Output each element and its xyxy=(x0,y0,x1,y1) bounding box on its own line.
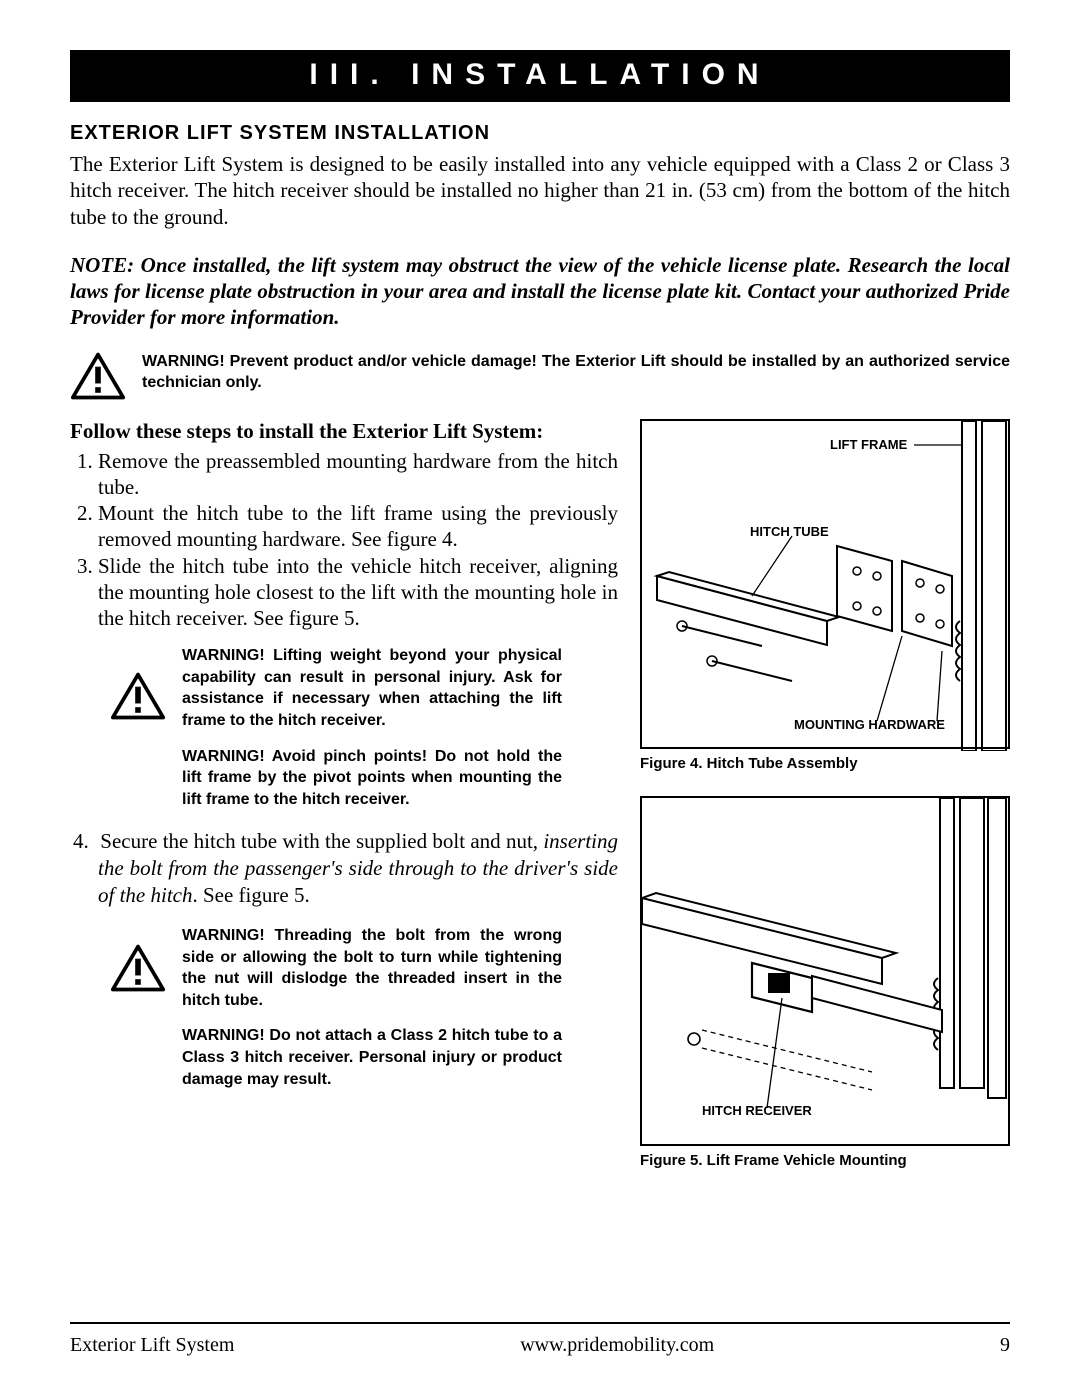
fig4-label-mounting-hw: MOUNTING HARDWARE xyxy=(794,717,945,732)
warning-label: WARNING! xyxy=(182,748,265,765)
warning-2a-text: WARNING! Lifting weight beyond your phys… xyxy=(182,645,562,731)
step-4-plain1: Secure the hitch tube with the supplied … xyxy=(100,829,543,853)
step-4-plain2: . See figure 5. xyxy=(192,883,309,907)
footer-center: www.pridemobility.com xyxy=(520,1334,714,1357)
warning-block-2: WARNING! Lifting weight beyond your phys… xyxy=(70,645,618,810)
warning-triangle-icon xyxy=(110,671,166,721)
warning-label: WARNING! xyxy=(142,353,225,370)
warning-label: WARNING! xyxy=(182,927,265,944)
section-heading: EXTERIOR LIFT SYSTEM INSTALLATION xyxy=(70,122,1010,145)
page-footer: Exterior Lift System www.pridemobility.c… xyxy=(70,1322,1010,1357)
step-4: 4. Secure the hitch tube with the suppli… xyxy=(70,828,618,909)
figure-5-caption: Figure 5. Lift Frame Vehicle Mounting xyxy=(640,1152,1010,1169)
left-column: Follow these steps to install the Exteri… xyxy=(70,419,618,1109)
step-2: Mount the hitch tube to the lift frame u… xyxy=(98,500,618,553)
footer-right: 9 xyxy=(1000,1334,1010,1357)
warning-triangle-icon xyxy=(110,943,166,993)
intro-paragraph: The Exterior Lift System is designed to … xyxy=(70,151,1010,230)
chapter-title-bar: III. INSTALLATION xyxy=(70,50,1010,102)
footer-rule xyxy=(70,1322,1010,1324)
fig4-label-hitch-tube: HITCH TUBE xyxy=(750,524,829,539)
warning-block-3: WARNING! Threading the bolt from the wro… xyxy=(70,925,618,1090)
warning-3b-text: WARNING! Do not attach a Class 2 hitch t… xyxy=(182,1025,562,1090)
warning-label: WARNING! xyxy=(182,1027,265,1044)
figure-4-caption: Figure 4. Hitch Tube Assembly xyxy=(640,755,1010,772)
warning-3a-text: WARNING! Threading the bolt from the wro… xyxy=(182,925,562,1011)
figure-4-diagram xyxy=(642,421,1012,751)
warning-1-body: Prevent product and/or vehicle damage! T… xyxy=(142,353,1010,392)
steps-heading: Follow these steps to install the Exteri… xyxy=(70,419,618,444)
warning-2b-text: WARNING! Avoid pinch points! Do not hold… xyxy=(182,746,562,811)
fig5-label-hitch-receiver: HITCH RECEIVER xyxy=(702,1103,812,1118)
note-paragraph: NOTE: Once installed, the lift system ma… xyxy=(70,252,1010,331)
figure-4-box: LIFT FRAME HITCH TUBE MOUNTING HARDWARE xyxy=(640,419,1010,749)
fig4-label-lift-frame: LIFT FRAME xyxy=(830,437,907,452)
warning-block-1: WARNING! Prevent product and/or vehicle … xyxy=(70,351,1010,401)
step-3: Slide the hitch tube into the vehicle hi… xyxy=(98,553,618,632)
step-1: Remove the preassembled mounting hardwar… xyxy=(98,448,618,501)
figure-5-box: HITCH RECEIVER xyxy=(640,796,1010,1146)
step-4-number: 4. xyxy=(73,828,95,855)
install-steps-list: Remove the preassembled mounting hardwar… xyxy=(70,448,618,632)
steps-and-figures: Follow these steps to install the Exteri… xyxy=(70,419,1010,1193)
warning-label: WARNING! xyxy=(182,647,265,664)
warning-triangle-icon xyxy=(70,351,126,401)
footer-left: Exterior Lift System xyxy=(70,1334,234,1357)
right-column: LIFT FRAME HITCH TUBE MOUNTING HARDWARE … xyxy=(640,419,1010,1193)
figure-5-diagram xyxy=(642,798,1012,1148)
warning-1-text: WARNING! Prevent product and/or vehicle … xyxy=(142,351,1010,394)
